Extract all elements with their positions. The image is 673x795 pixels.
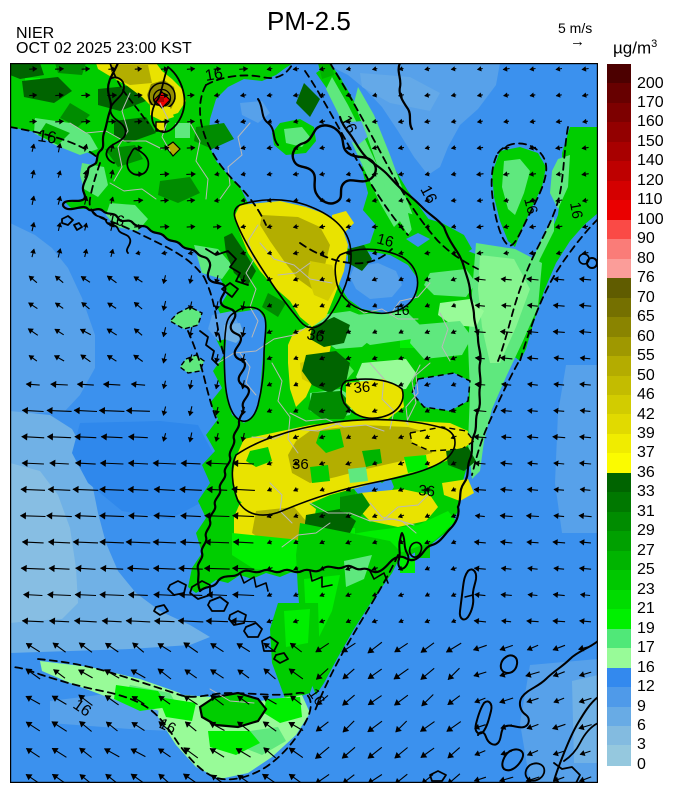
svg-text:16: 16 [416,183,439,207]
svg-text:16: 16 [106,210,126,230]
svg-text:16: 16 [375,230,396,251]
svg-text:16: 16 [305,686,328,709]
svg-text:36: 36 [305,326,326,346]
svg-text:16: 16 [36,126,57,147]
svg-text:16: 16 [566,201,586,220]
svg-text:16: 16 [520,196,541,217]
svg-text:36: 36 [292,456,309,473]
svg-text:16: 16 [156,715,178,737]
svg-text:36: 36 [353,379,371,397]
svg-text:16: 16 [336,113,359,137]
svg-text:16: 16 [394,302,410,318]
svg-text:16: 16 [204,65,225,85]
